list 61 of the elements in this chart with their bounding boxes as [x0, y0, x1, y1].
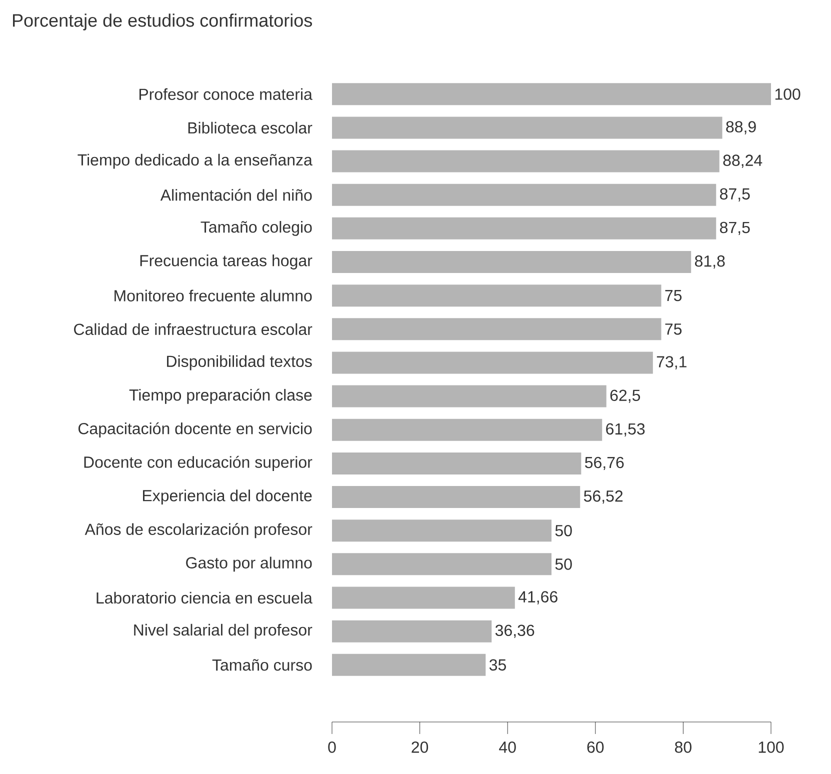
bar — [332, 418, 602, 441]
x-tick-label: 40 — [499, 742, 516, 753]
y-tick-label: Gasto por alumno — [186, 556, 312, 572]
data-label: 75 — [665, 324, 682, 335]
bar — [332, 620, 492, 642]
data-label: 81,8 — [694, 255, 725, 269]
y-tick-label: Experiencia del docente — [143, 490, 312, 504]
data-label: 36,36 — [495, 624, 534, 638]
data-label: 50 — [555, 524, 572, 536]
y-tick-label: Tamaño curso — [212, 659, 312, 671]
x-tick-label: 100 — [758, 742, 784, 753]
data-label: 56,52 — [584, 490, 623, 504]
bar — [332, 251, 692, 274]
bar — [332, 586, 515, 609]
y-tick-label: Tiempo preparación clase — [129, 388, 312, 404]
bar — [332, 83, 771, 106]
y-tick-label: Laboratorio ciencia en escuela — [96, 592, 312, 604]
data-label: 41,66 — [518, 591, 558, 604]
data-label: 56,76 — [585, 456, 624, 470]
y-tick-label: Biblioteca escolar — [188, 122, 312, 134]
data-label: 87,5 — [720, 188, 750, 202]
y-tick-label: Monitoreo frecuente alumno — [114, 290, 312, 302]
bar — [332, 318, 662, 340]
y-tick-label: Nivel salarial del profesor — [134, 624, 312, 639]
data-label: 88,9 — [726, 121, 756, 134]
data-label: 62,5 — [610, 390, 640, 403]
bar — [332, 184, 716, 206]
data-label: 88,24 — [723, 154, 762, 168]
bar — [332, 452, 582, 474]
y-tick-label: Alimentación del niño — [160, 188, 312, 201]
data-label: 73,1 — [656, 356, 686, 370]
data-label: 87,5 — [720, 222, 750, 236]
y-tick-label: Calidad de infraestructura escolar — [74, 323, 312, 336]
bar — [332, 217, 716, 240]
x-tick-label: 80 — [674, 742, 692, 753]
bar — [332, 654, 486, 676]
data-label: 61,53 — [606, 423, 645, 436]
bar — [332, 284, 662, 307]
y-tick-label: Tamaño colegio — [200, 220, 312, 236]
y-tick-label: Profesor conoce materia — [139, 88, 312, 100]
text: Porcentaje de estudios confirmatorios — [13, 14, 312, 30]
bar — [332, 150, 720, 172]
bar — [332, 486, 580, 508]
x-tick-label: 20 — [412, 742, 428, 753]
y-tick-label: Frecuencia tareas hogar — [140, 254, 312, 270]
y-tick-label: Años de escolarización profesor — [84, 523, 312, 538]
data-label: 35 — [489, 659, 506, 671]
y-tick-label: Capacitación docente en servicio — [78, 422, 312, 438]
y-tick-label: Tiempo dedicado a la enseñanza — [78, 154, 312, 169]
bar — [332, 352, 653, 374]
bar — [332, 385, 606, 408]
bar — [332, 553, 552, 576]
bar — [332, 520, 552, 542]
x-tick-label: 0 — [328, 742, 336, 753]
y-tick-label: Disponibilidad textos — [167, 355, 312, 370]
bar — [332, 116, 722, 139]
x-tick-label: 60 — [587, 742, 604, 753]
data-label: 75 — [665, 290, 682, 302]
data-label: 50 — [555, 558, 572, 570]
y-tick-label: Docente con educación superior — [84, 456, 312, 472]
data-label: 100 — [775, 88, 800, 100]
